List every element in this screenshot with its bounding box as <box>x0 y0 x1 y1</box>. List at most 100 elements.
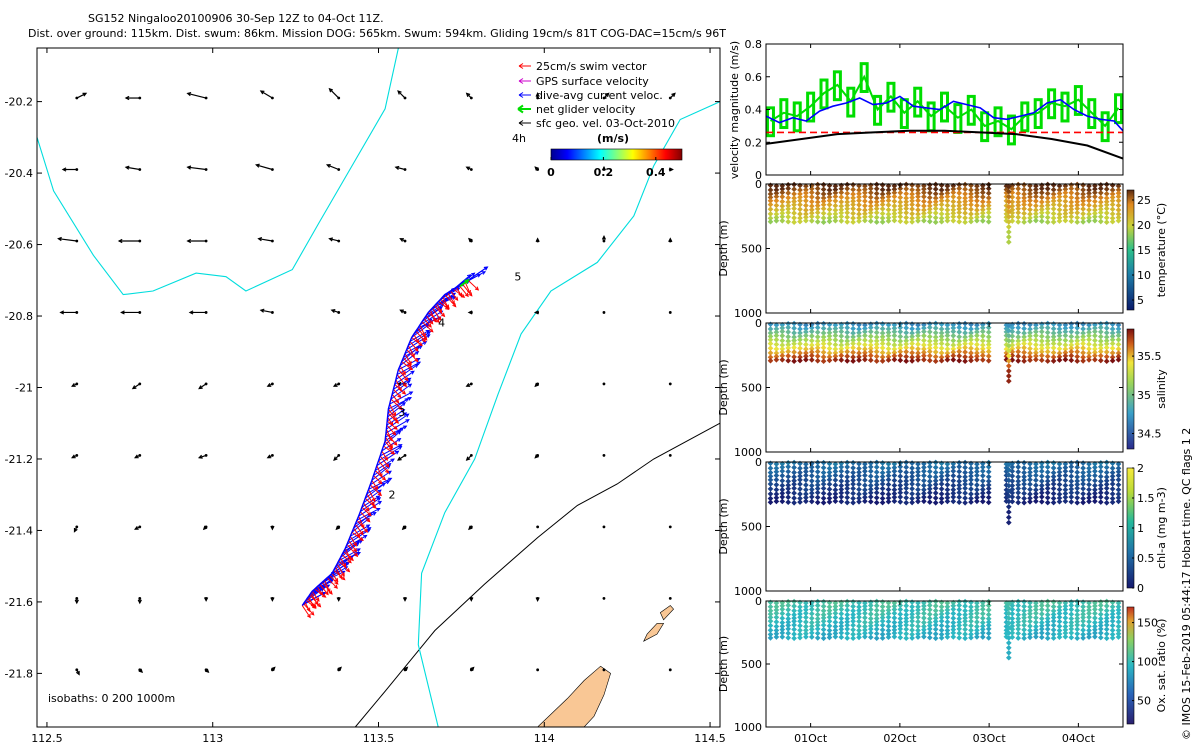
arrow-head <box>418 342 423 347</box>
track-line <box>301 279 469 606</box>
section-dot <box>832 198 839 204</box>
legend-label: sfc geo. vel. 03-Oct-2010 <box>536 117 675 130</box>
section-dot <box>1097 324 1104 331</box>
section-dot <box>891 186 898 193</box>
section-dot <box>944 476 951 483</box>
section-dot <box>1062 207 1069 213</box>
section-dot <box>803 190 809 196</box>
section-dot <box>791 330 797 336</box>
section-dot <box>944 356 951 363</box>
section-dot <box>1062 633 1069 640</box>
swim-vector <box>401 361 414 371</box>
arrow-head <box>333 456 338 461</box>
section-dot <box>962 349 968 355</box>
section-dot <box>820 320 827 327</box>
arrow-head <box>394 419 400 424</box>
section-dot <box>1044 635 1051 642</box>
section-dot <box>932 214 939 221</box>
arrow-head <box>138 668 144 674</box>
section-dot <box>844 494 851 501</box>
section-dot <box>885 214 892 221</box>
section-dot <box>1015 219 1022 225</box>
section-dot <box>826 187 833 193</box>
section-dot <box>862 207 868 213</box>
section-dot <box>1027 345 1033 352</box>
section-dot <box>944 217 951 224</box>
geo-vector <box>202 525 208 531</box>
section-dot <box>1033 189 1039 196</box>
section-dot <box>985 348 992 355</box>
section-dot <box>820 330 827 336</box>
map-legend: 25cm/s swim vector GPS surface velocity … <box>512 60 683 179</box>
arrow-head <box>429 320 434 325</box>
section-dot <box>826 473 833 479</box>
arrow-head <box>392 431 397 436</box>
section-dot <box>885 634 892 641</box>
arrow-shaft <box>453 288 465 298</box>
arrow-shaft <box>333 569 346 581</box>
figure-title: SG152 Ningaloo20100906 30-Sep 12Z to 04-… <box>88 12 384 25</box>
section-dot <box>850 201 856 208</box>
geo-vector <box>669 92 676 99</box>
section-dot <box>838 349 845 355</box>
section-dot <box>962 334 968 340</box>
y-tick-label: 500 <box>741 243 762 256</box>
colorbar-tick-label: 25 <box>1137 194 1151 207</box>
section-dot <box>1021 215 1027 221</box>
section-dot <box>838 203 845 209</box>
section-dot <box>944 183 951 189</box>
section-dot <box>1103 358 1110 365</box>
section-dot <box>1092 186 1098 192</box>
arrow-shaft <box>385 419 410 434</box>
section-dot <box>1033 325 1039 332</box>
arrow-head <box>349 556 354 562</box>
section-dot <box>867 468 874 475</box>
section-dot <box>779 490 786 497</box>
section-dot <box>1050 635 1057 641</box>
section-dot <box>797 481 803 487</box>
arrow-shaft <box>450 290 458 301</box>
swim-vector <box>326 577 338 589</box>
section-dot <box>797 191 803 197</box>
net-velocity-bar <box>806 91 816 123</box>
arrow-shaft <box>125 166 140 171</box>
arrow-head <box>464 278 470 284</box>
section-dot <box>915 322 921 328</box>
section-dot <box>932 325 939 331</box>
section-dot <box>826 215 833 221</box>
section-dot <box>856 634 862 641</box>
section-dot <box>856 194 862 200</box>
section-dot <box>785 499 792 506</box>
section-dot <box>1050 198 1057 204</box>
arrow-head <box>432 318 437 323</box>
swim-vector <box>338 560 351 573</box>
swim-vector <box>386 424 397 436</box>
section-dot <box>1005 509 1012 515</box>
section-dot <box>1092 356 1098 363</box>
arrow-shaft <box>390 398 403 410</box>
section-dot <box>808 349 815 355</box>
section-dot <box>885 202 892 208</box>
geo-vector <box>120 310 140 315</box>
net-velocity-bar <box>886 81 896 113</box>
arrow-head <box>398 444 403 448</box>
section-dot <box>767 333 774 340</box>
section-dot <box>903 325 910 331</box>
section-dot <box>767 215 774 222</box>
section-dot <box>1044 494 1051 501</box>
section-dot <box>968 191 974 197</box>
section-dot <box>1050 337 1057 343</box>
geo-vector-origin <box>602 382 606 386</box>
section-dot <box>885 206 892 213</box>
section-dot <box>926 209 933 216</box>
section-dot <box>808 472 815 479</box>
swim-vector <box>429 310 437 323</box>
section-dot <box>1074 464 1081 471</box>
section-dot <box>791 481 797 488</box>
section-dot <box>938 499 945 506</box>
section-dot <box>797 473 803 479</box>
arrow-head <box>204 668 210 674</box>
section-dot <box>979 210 986 216</box>
